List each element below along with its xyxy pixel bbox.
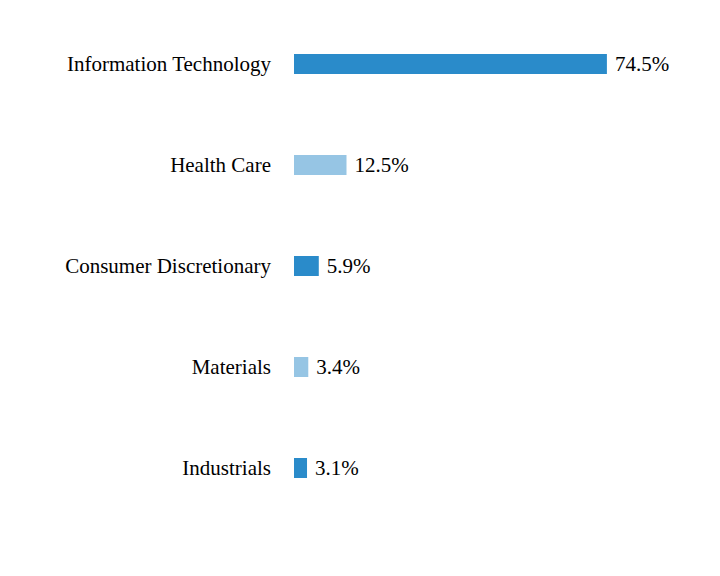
category-label: Consumer Discretionary (65, 254, 271, 278)
data-label: 12.5% (355, 153, 409, 177)
category-label: Materials (192, 355, 271, 379)
bar (294, 256, 319, 276)
data-label: 74.5% (615, 52, 669, 76)
data-label: 3.1% (315, 456, 359, 480)
bar (294, 357, 308, 377)
data-label: 3.4% (316, 355, 360, 379)
bar (294, 458, 307, 478)
chart-svg: Information Technology 74.5% Health Care 12… (0, 0, 720, 576)
bar (294, 54, 607, 74)
bar (294, 155, 347, 175)
plot-area (294, 54, 607, 478)
category-label: Health Care (170, 153, 271, 177)
labels: Information Technology 74.5% Health Care 12… (65, 52, 669, 480)
category-label: Industrials (182, 456, 271, 480)
category-label: Information Technology (67, 52, 272, 76)
data-label: 5.9% (327, 254, 371, 278)
chart-container: Information Technology 74.5% Health Care 12… (0, 0, 720, 576)
